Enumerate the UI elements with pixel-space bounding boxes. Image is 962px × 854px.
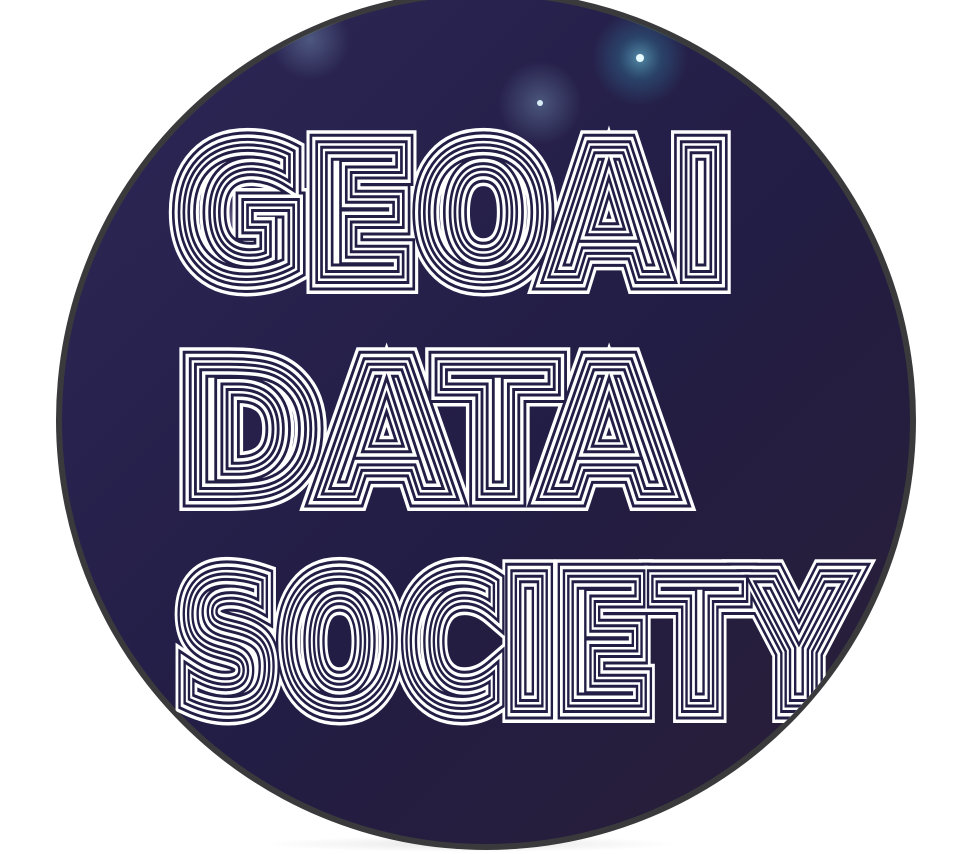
logo-line-3-inline-a: SOCIETY (178, 541, 852, 748)
logo-line-1-inline-b: GEOAI (176, 112, 732, 319)
logo-disc (62, 0, 910, 844)
logo-line-2-inline-c: DATA (180, 329, 676, 536)
logo-line-1-inline-e: GEOAI (176, 112, 732, 319)
logo-line-1: GEOAI (176, 112, 732, 319)
glow-light-core (537, 100, 543, 106)
logo-line-3-inline-b: SOCIETY (178, 541, 852, 748)
logo-wordmark: GEOAI GEOAI GEOAI GEOAI GEOAI GEOAI DATA… (159, 95, 869, 765)
glow-light (270, 0, 350, 80)
logo-line-2-inline-b: DATA (180, 329, 676, 536)
logo-line-3: SOCIETY (178, 541, 852, 748)
logo-line-1-inline-a: GEOAI (176, 112, 732, 319)
logo-line-2: DATA (180, 329, 676, 536)
logo-line-2-inline-a: DATA (180, 329, 676, 536)
logo-line-2-inline-e: DATA (180, 329, 676, 536)
logo-line-1-inline-c: GEOAI (176, 112, 732, 319)
logo-line-3-inline-e: SOCIETY (178, 541, 852, 748)
logo-line-1-inline-d: GEOAI (176, 112, 732, 319)
logo-line-2-inline-d: DATA (180, 329, 676, 536)
glow-light (214, 198, 258, 242)
glow-light-core (636, 54, 644, 62)
logo-line-3-inline-c: SOCIETY (178, 541, 852, 748)
logo-line-3-inline-d: SOCIETY (178, 541, 852, 748)
